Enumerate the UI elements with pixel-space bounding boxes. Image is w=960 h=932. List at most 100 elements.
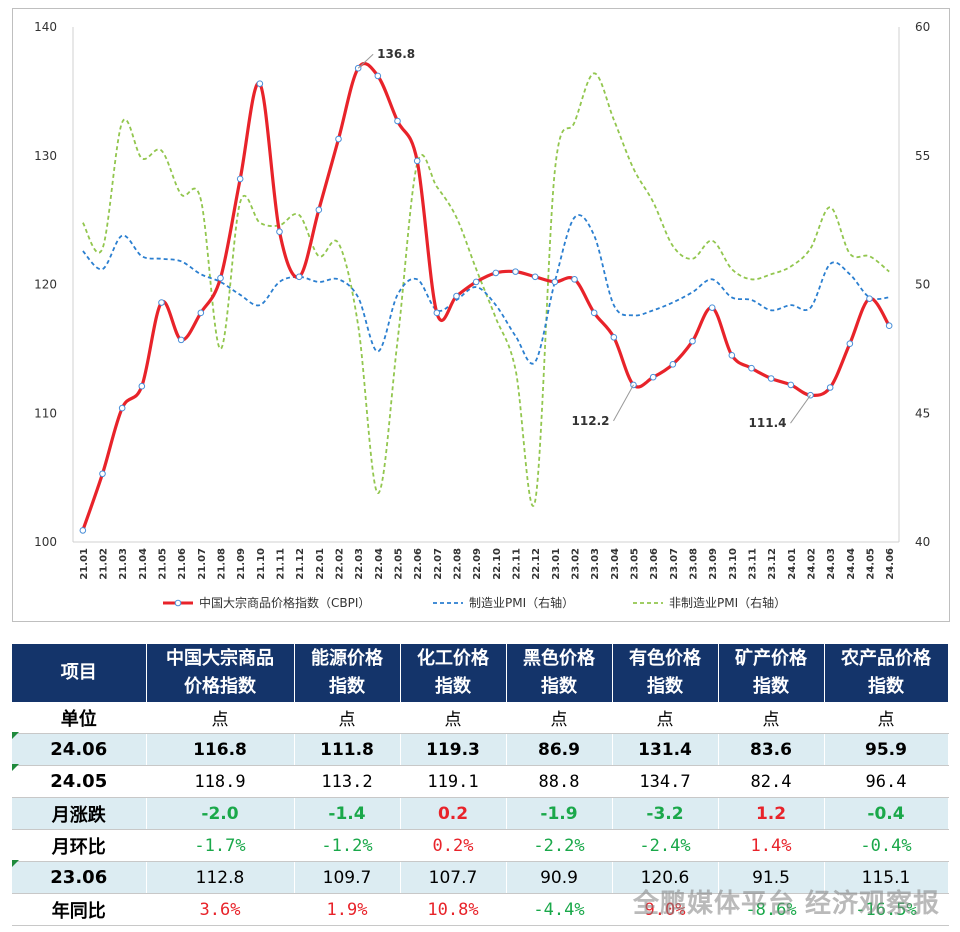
y-left-tick-label: 100 — [34, 535, 57, 549]
table-cell: 90.9 — [506, 861, 613, 894]
cbpi-point — [79, 527, 87, 534]
table-cell: 9.0% — [612, 893, 719, 926]
cbpi-point — [394, 117, 401, 125]
table-cell: 点 — [294, 702, 401, 734]
header-line1: 农产品价格 — [841, 648, 931, 669]
x-tick-label: 22.12 — [531, 548, 542, 580]
table-header-cell: 能源价格 指数 — [294, 644, 401, 702]
legend-label: 非制造业PMI（右轴） — [669, 595, 786, 610]
y-right-tick-label: 50 — [915, 278, 930, 292]
x-tick-label: 22.07 — [433, 548, 444, 580]
annotation-leader — [790, 394, 811, 424]
table-cell: 111.8 — [294, 733, 401, 766]
table-cell: 10.8% — [400, 893, 507, 926]
x-tick-label: 23.03 — [590, 548, 601, 580]
x-tick-label: 23.09 — [708, 548, 719, 580]
x-tick-label: 23.12 — [767, 548, 778, 580]
annotation-label: 136.8 — [377, 47, 415, 61]
row-label: 单位 — [12, 702, 147, 734]
row-flag-marker — [12, 732, 19, 739]
table-cell: 86.9 — [506, 733, 613, 766]
table-cell: -1.4 — [294, 797, 401, 830]
header-line2: 指数 — [435, 676, 471, 697]
table-cell: 3.6% — [146, 893, 295, 926]
table-cell: 点 — [718, 702, 825, 734]
cbpi-point — [177, 336, 185, 344]
table-header-cell: 黑色价格 指数 — [506, 644, 613, 702]
cbpi-point — [433, 309, 441, 317]
cbpi-point — [571, 276, 578, 283]
x-tick-label: 23.10 — [728, 548, 739, 580]
y-left-tick-label: 130 — [34, 149, 57, 163]
cbpi-point — [335, 135, 342, 143]
x-tick-label: 22.05 — [394, 548, 405, 580]
cbpi-point — [551, 278, 559, 286]
cbpi-point — [118, 404, 126, 412]
header-line2: 指数 — [647, 676, 683, 697]
x-tick-label: 23.08 — [689, 548, 700, 580]
header-line1: 能源价格 — [311, 648, 383, 669]
cbpi-point — [492, 269, 500, 277]
row-label: 月环比 — [12, 829, 147, 862]
x-tick-label: 21.10 — [256, 548, 267, 580]
cbpi-point — [236, 175, 244, 183]
watermark: 全鹏媒体平台 经济观察报 — [632, 889, 940, 919]
table-cell: 131.4 — [612, 733, 719, 766]
table-cell: 115.1 — [824, 861, 949, 894]
chart-panel: 100 110 120 130 140 40 45 50 55 60 21.01 21.02 21.03… — [12, 8, 950, 622]
x-tick-label: 24.06 — [885, 548, 896, 580]
annotation-leader — [357, 53, 374, 69]
x-tick-label: 21.07 — [197, 548, 208, 580]
cbpi-point — [866, 295, 873, 302]
table-cell: 点 — [146, 702, 295, 734]
table-cell: -1.9 — [506, 797, 613, 830]
table-header-cell: 项目 — [12, 644, 147, 702]
series-line-2 — [82, 72, 890, 507]
table-cell: 0.2% — [400, 829, 507, 862]
annotation-label: 111.4 — [749, 416, 787, 430]
table-header-cell: 化工价格 指数 — [400, 644, 507, 702]
table-cell: 1.4% — [718, 829, 825, 862]
x-tick-label: 21.06 — [177, 548, 188, 580]
header-line1: 矿产价格 — [735, 648, 807, 669]
x-tick-label: 23.05 — [630, 548, 641, 580]
table-row: 24.06 116.8 111.8 119.3 86.9 131.4 83.6 95.9 — [12, 733, 949, 766]
table-cell: -1.7% — [146, 829, 295, 862]
x-tick-label: 21.12 — [295, 548, 306, 580]
table-cell: 91.5 — [718, 861, 825, 894]
table-cell: 点 — [824, 702, 949, 734]
header-line2: 指数 — [868, 676, 904, 697]
x-tick-label: 22.04 — [374, 548, 385, 580]
x-tick-label: 22.11 — [512, 548, 523, 580]
table-header-cell: 矿产价格 指数 — [718, 644, 825, 702]
y-right-tick-label: 60 — [915, 20, 930, 34]
table-cell: 83.6 — [718, 733, 825, 766]
table-cell: 点 — [400, 702, 507, 734]
price-index-table: 项目 中国大宗商品 价格指数 能源价格 指数 化工价格 指数 黑色价格 指数 有色价格 指数 矿产价格… — [12, 644, 949, 926]
x-tick-label: 22.10 — [492, 548, 503, 580]
x-tick-label: 23.11 — [748, 548, 759, 580]
table-cell: 1.9% — [294, 893, 401, 926]
x-tick-label: 23.04 — [610, 548, 621, 580]
header-line1: 有色价格 — [629, 648, 701, 669]
y-left-tick-label: 120 — [34, 278, 57, 292]
series-line-1 — [82, 214, 890, 365]
table-cell: -2.4% — [612, 829, 719, 862]
table-row: 年同比 3.6% 1.9% 10.8% -4.4% 9.0% -8.6% -16.5% — [12, 893, 949, 926]
x-tick-label: 24.05 — [866, 548, 877, 580]
cbpi-point — [138, 382, 146, 390]
table-cell: 119.3 — [400, 733, 507, 766]
cbpi-point — [158, 299, 165, 306]
table-cell: -0.4% — [824, 829, 949, 862]
y-right-tick-label: 55 — [915, 149, 930, 163]
cbpi-point — [413, 157, 421, 165]
table-row: 月涨跌 -2.0 -1.4 0.2 -1.9 -3.2 1.2 -0.4 — [12, 797, 949, 830]
table-row: 单位点点点点点点点 — [12, 702, 949, 734]
cbpi-point — [256, 80, 264, 87]
cbpi-point — [315, 206, 323, 214]
table-cell: 116.8 — [146, 733, 295, 766]
x-tick-label: 21.03 — [118, 548, 129, 580]
header-line1: 项目 — [60, 662, 97, 683]
table-cell: 95.9 — [824, 733, 949, 766]
cbpi-point — [531, 273, 539, 281]
